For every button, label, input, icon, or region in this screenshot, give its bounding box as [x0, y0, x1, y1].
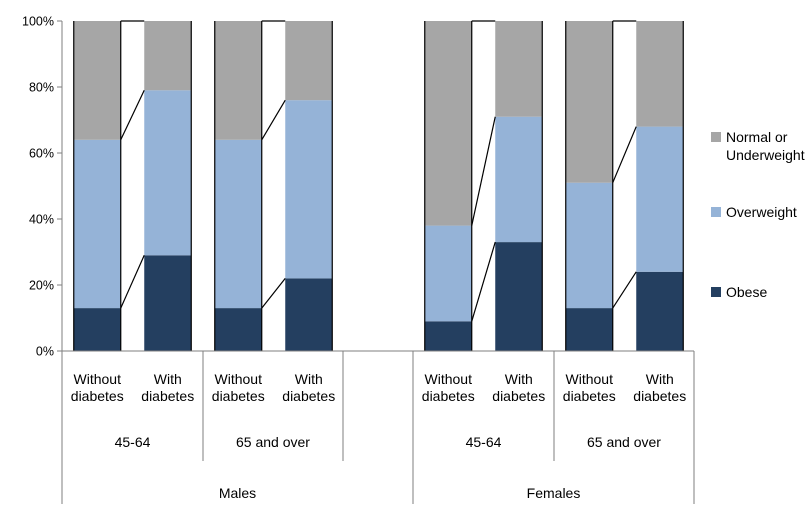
legend-swatch-obese	[711, 287, 721, 297]
bar-segment-normal	[144, 21, 192, 91]
x-category-label: With	[154, 371, 182, 387]
bar-segment-obese	[144, 255, 192, 351]
bar-segment-overweight	[73, 139, 121, 309]
x-category-label: With	[505, 371, 533, 387]
y-tick-label: 80%	[29, 81, 54, 95]
x-category-label: Without	[74, 371, 122, 387]
x-category-label: diabetes	[633, 388, 686, 404]
bar-segment-normal	[565, 21, 613, 183]
bar-segment-normal	[214, 21, 262, 140]
y-tick-label: 40%	[29, 213, 54, 227]
legend-label: Normal or	[726, 129, 788, 145]
series-line-overweight	[612, 126, 637, 183]
series-line-overweight	[261, 99, 286, 141]
y-tick-label: 60%	[29, 147, 54, 161]
legend-label: Overweight	[726, 204, 797, 220]
bar-segment-overweight	[214, 139, 262, 309]
series-line-overweight	[471, 116, 496, 226]
bar-segment-normal	[495, 21, 543, 117]
bar-segment-normal	[636, 21, 684, 127]
x-category-label: With	[646, 371, 674, 387]
y-tick-label: 100%	[22, 15, 54, 29]
series-line-obese	[612, 271, 637, 309]
x-subgroup-label: 65 and over	[587, 434, 661, 450]
series-line-obese	[261, 278, 286, 309]
legend-label: Underweight	[726, 147, 805, 163]
bar-segment-overweight	[636, 126, 684, 272]
bar-segment-normal	[73, 21, 121, 140]
x-group-label: Females	[527, 485, 581, 501]
y-tick-label: 20%	[29, 279, 54, 293]
x-subgroup-label: 65 and over	[236, 434, 310, 450]
x-category-label: diabetes	[212, 388, 265, 404]
bar-segment-obese	[73, 308, 121, 351]
x-category-label: Without	[566, 371, 614, 387]
bar-segment-obese	[424, 321, 472, 351]
x-category-label: Without	[215, 371, 263, 387]
legend-swatch-overweight	[711, 207, 721, 217]
series-line-obese	[471, 241, 496, 322]
x-category-label: Without	[425, 371, 473, 387]
bar-segment-normal	[424, 21, 472, 226]
bar-segment-overweight	[285, 100, 333, 279]
x-subgroup-label: 45-64	[466, 434, 502, 450]
y-tick-label: 0%	[36, 345, 54, 359]
bar-segment-overweight	[144, 90, 192, 256]
bar-segment-overweight	[565, 182, 613, 309]
bar-segment-obese	[214, 308, 262, 351]
legend-label: Obese	[726, 284, 767, 300]
series-line-obese	[120, 255, 145, 309]
bar-segment-overweight	[495, 116, 543, 243]
x-subgroup-label: 45-64	[115, 434, 151, 450]
bar-segment-obese	[565, 308, 613, 351]
x-category-label: With	[295, 371, 323, 387]
series-line-overweight	[120, 90, 145, 141]
bar-segment-obese	[285, 278, 333, 351]
legend-swatch-normal	[711, 132, 721, 142]
x-category-label: diabetes	[563, 388, 616, 404]
bar-segment-obese	[636, 271, 684, 351]
bar-segment-obese	[495, 242, 543, 351]
x-category-label: diabetes	[282, 388, 335, 404]
x-category-label: diabetes	[422, 388, 475, 404]
x-group-label: Males	[219, 485, 256, 501]
x-category-label: diabetes	[492, 388, 545, 404]
x-category-label: diabetes	[71, 388, 124, 404]
bar-segment-overweight	[424, 225, 472, 322]
bar-segment-normal	[285, 21, 333, 101]
x-category-label: diabetes	[141, 388, 194, 404]
